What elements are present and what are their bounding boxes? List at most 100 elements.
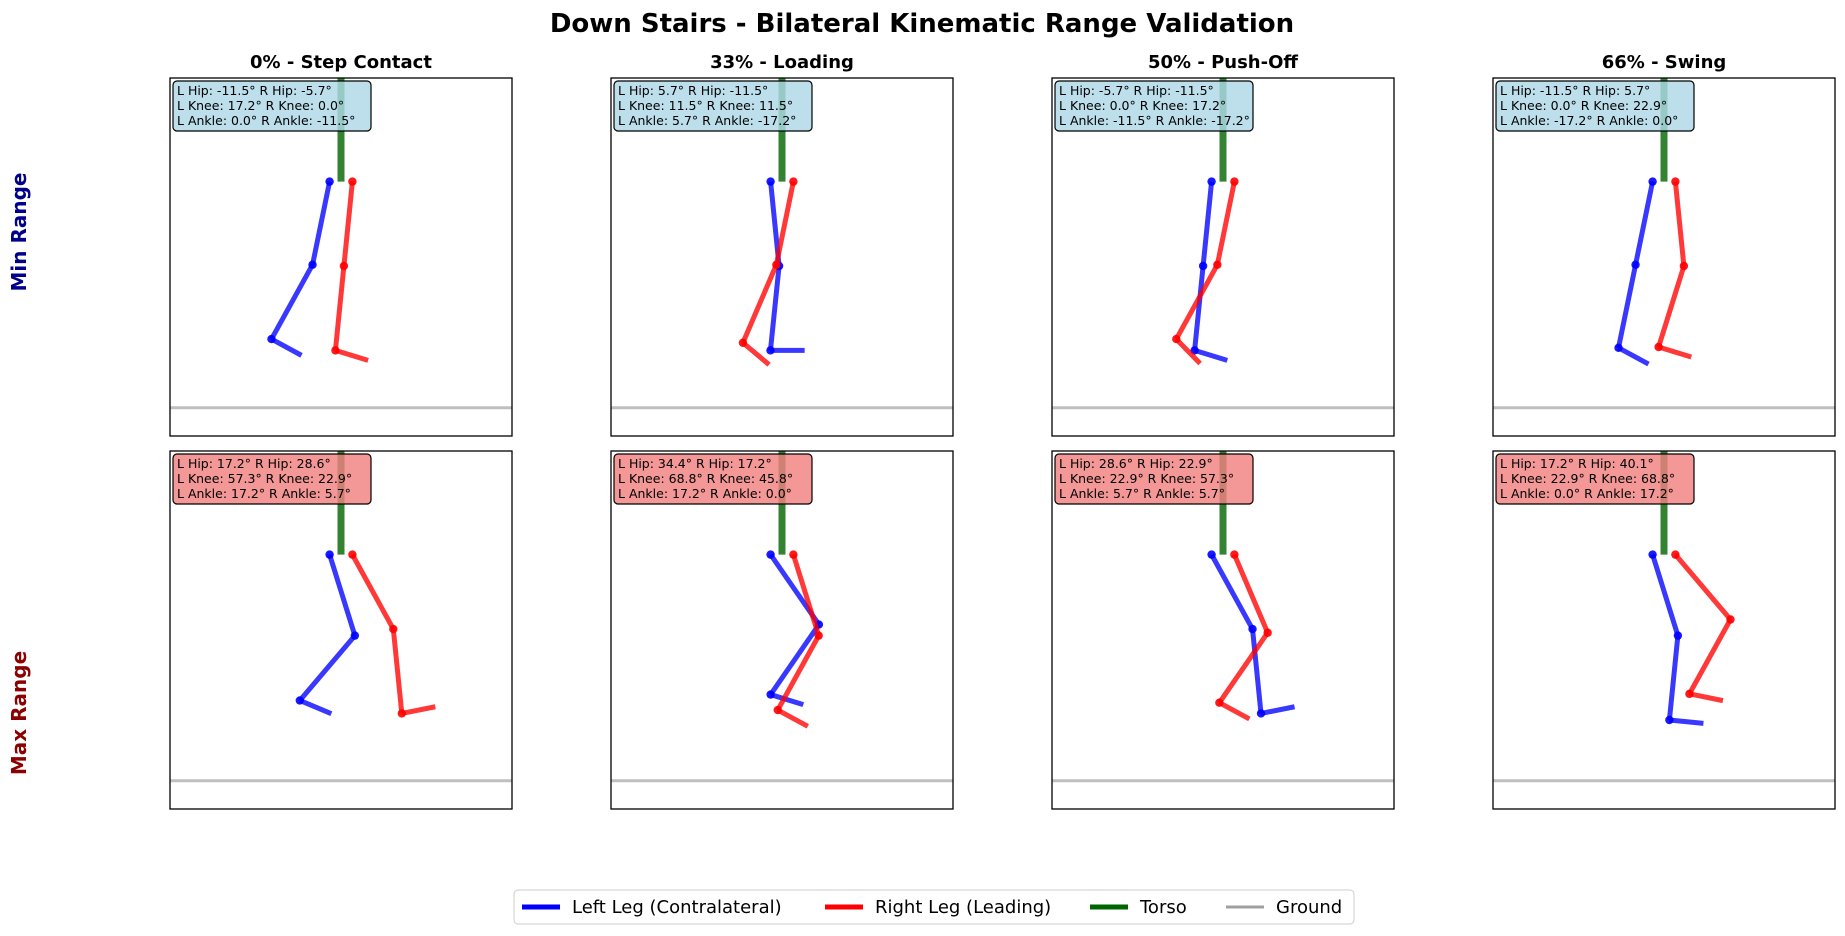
angle-info-line: L Ankle: 17.2° R Ankle: 5.7° [177,486,351,501]
left-foot-segment [270,336,303,358]
left-knee-joint [350,631,360,640]
right-shank-segment [1217,631,1270,705]
angle-info-line: L Hip: -5.7° R Hip: -11.5° [1059,83,1214,98]
left-foot-segment [1260,704,1296,716]
right-thigh-segment [350,553,396,631]
left-hip-joint [325,177,334,186]
angle-info-line: L Ankle: 17.2° R Ankle: 0.0° [618,486,792,501]
right-knee-joint [772,260,781,269]
right-foot-segment [401,704,436,716]
right-shank-segment [332,265,347,351]
right-knee-joint [1679,261,1689,271]
right-knee-joint [1263,628,1272,637]
right-hip-joint [1230,550,1239,559]
right-thigh-segment [773,181,796,266]
angle-info-box: L Hip: 5.7° R Hip: -11.5°L Knee: 11.5° R… [613,80,813,132]
panel-grid: 0% - Step Contact L Hip: -11.5° R Hip: -5… [169,52,1836,810]
left-hip-joint [325,550,334,559]
right-foot-segment [1688,691,1724,704]
left-ankle-joint [1665,715,1674,725]
left-foot-segment [298,698,333,716]
right-ankle-joint [1685,689,1694,699]
panel-frame [610,450,954,810]
panel-max-3: L Hip: 17.2° R Hip: 40.1°L Knee: 22.9° R… [1492,450,1836,810]
angle-info-box: L Hip: -5.7° R Hip: -11.5°L Knee: 0.0° R… [1054,80,1254,132]
panel-min-2: 50% - Push-Off L Hip: -5.7° R Hip: -11.5°… [1051,52,1395,437]
right-shank-segment [740,263,779,344]
legend-label-left: Left Leg (Contralateral) [572,897,782,918]
angle-info-line: L Knee: 68.8° R Knee: 45.8° [618,471,793,486]
panel-frame [169,450,513,810]
right-ankle-joint [773,705,782,715]
left-foot-segment [769,692,805,707]
panel-frame [1051,77,1395,437]
right-thigh-segment [1232,553,1270,634]
panel-title: 33% - Loading [710,52,854,73]
right-knee-joint [814,631,823,640]
right-hip-joint [1671,550,1680,559]
left-thigh-segment [1633,181,1656,266]
left-knee-joint [1631,260,1640,269]
angle-info-line: L Hip: -11.5° R Hip: 5.7° [1500,83,1650,98]
angle-info-box: L Hip: 28.6° R Hip: 22.9°L Knee: 22.9° R… [1054,453,1254,505]
angle-info-line: L Hip: -11.5° R Hip: -5.7° [177,83,332,98]
right-ankle-joint [1172,334,1181,344]
left-shank-segment [767,265,782,351]
right-shank-segment [1174,263,1220,341]
row-label-max: Max Range [7,651,31,775]
left-ankle-joint [766,690,775,699]
left-knee-joint [1673,631,1683,640]
left-thigh-segment [1200,181,1215,267]
left-shank-segment [297,634,357,703]
left-thigh-segment [1650,553,1681,637]
left-ankle-joint [1256,709,1266,718]
right-foot-segment [1174,337,1202,366]
right-shank-segment [1687,618,1733,696]
right-hip-joint [789,177,798,186]
left-foot-segment [1669,717,1704,726]
right-hip-joint [1230,177,1239,186]
panel-frame [1492,77,1836,437]
panel-max-0: L Hip: 17.2° R Hip: 28.6°L Knee: 57.3° R… [169,450,513,810]
row-labels: Min Range Max Range [7,173,31,776]
right-shank-segment [390,628,405,714]
left-knee-joint [1198,261,1208,271]
left-foot-segment [1193,347,1229,363]
angle-info-box: L Hip: 17.2° R Hip: 28.6°L Knee: 57.3° R… [172,453,372,505]
legend-frame [513,889,1355,925]
angle-info-line: L Knee: 22.9° R Knee: 68.8° [1500,471,1675,486]
right-foot-segment [334,347,369,363]
angle-info-line: L Ankle: -11.5° R Ankle: -17.2° [1059,113,1250,128]
row-label-min: Min Range [7,173,31,292]
angle-info-line: L Hip: 17.2° R Hip: 40.1° [1500,456,1654,471]
angle-info-box: L Hip: 34.4° R Hip: 17.2°L Knee: 68.8° R… [613,453,813,505]
angle-info-line: L Ankle: 5.7° R Ankle: -17.2° [618,113,796,128]
right-foot-segment [776,707,809,729]
left-foot-segment [1617,345,1650,367]
panel-title: 66% - Swing [1602,52,1727,73]
angle-info-box: L Hip: 17.2° R Hip: 40.1°L Knee: 22.9° R… [1495,453,1695,505]
left-hip-joint [1648,177,1657,186]
panel-max-2: L Hip: 28.6° R Hip: 22.9°L Knee: 22.9° R… [1051,450,1395,810]
right-knee-joint [1213,260,1222,269]
right-thigh-segment [1673,553,1733,622]
right-hip-joint [789,550,798,559]
left-hip-joint [766,177,775,186]
angle-info-box: L Hip: -11.5° R Hip: 5.7°L Knee: 0.0° R … [1495,80,1695,132]
panel-frame [1051,450,1395,810]
angle-info-line: L Ankle: -17.2° R Ankle: 0.0° [1500,113,1678,128]
angle-info-box: L Hip: -11.5° R Hip: -5.7°L Knee: 17.2° … [172,80,372,132]
angle-info-line: L Hip: 34.4° R Hip: 17.2° [618,456,772,471]
left-shank-segment [269,263,315,341]
right-knee-joint [339,261,349,271]
legend: Left Leg (Contralateral) Right Leg (Leadi… [513,889,1355,925]
right-shank-segment [775,634,821,712]
panel-title: 0% - Step Contact [250,52,432,73]
right-knee-joint [389,624,398,634]
panel-min-1: 33% - Loading L Hip: 5.7° R Hip: -11.5°L … [610,52,954,437]
left-hip-joint [1207,550,1216,559]
right-thigh-segment [1672,181,1687,267]
angle-info-line: L Ankle: 5.7° R Ankle: 5.7° [1059,486,1225,501]
angle-info-line: L Knee: 57.3° R Knee: 22.9° [177,471,352,486]
right-thigh-segment [1214,181,1237,266]
